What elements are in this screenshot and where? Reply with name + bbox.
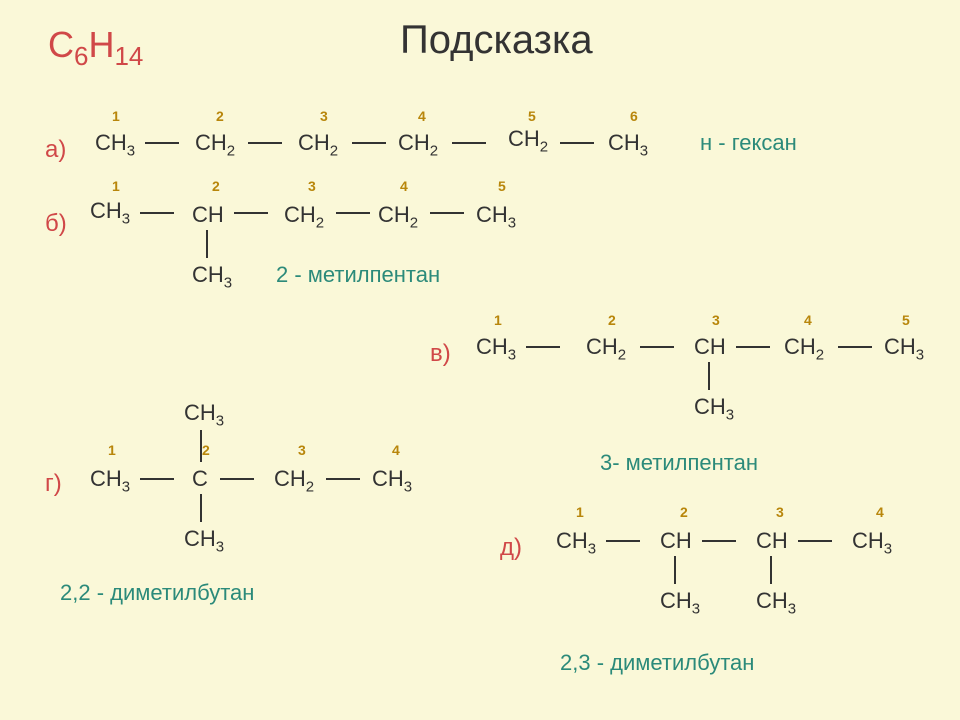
num-b-3: 3 bbox=[308, 178, 316, 194]
num-e-3: 3 bbox=[776, 504, 784, 520]
frag-b-3: CH2 bbox=[284, 202, 324, 231]
num-a-1: 1 bbox=[112, 108, 120, 124]
bond-d-vtop bbox=[200, 430, 202, 462]
bond-a-5 bbox=[560, 142, 594, 144]
bond-c-1 bbox=[526, 346, 560, 348]
frag-d-top: CH3 bbox=[184, 400, 224, 429]
frag-c-5: CH3 bbox=[884, 334, 924, 363]
frag-d-1: CH3 bbox=[90, 466, 130, 495]
num-e-4: 4 bbox=[876, 504, 884, 520]
frag-b-5: CH3 bbox=[476, 202, 516, 231]
num-b-5: 5 bbox=[498, 178, 506, 194]
bond-c-v bbox=[708, 362, 710, 390]
letter-e: д) bbox=[500, 534, 522, 562]
bond-c-2 bbox=[640, 346, 674, 348]
num-d-2: 2 bbox=[202, 442, 210, 458]
bond-a-1 bbox=[145, 142, 179, 144]
frag-e-3: CH bbox=[756, 528, 788, 557]
bond-d-3 bbox=[326, 478, 360, 480]
formula-H-sub: 14 bbox=[114, 41, 143, 71]
letter-c: в) bbox=[430, 340, 451, 368]
frag-a-3: CH2 bbox=[298, 130, 338, 159]
name-b: 2 - метилпентан bbox=[276, 262, 440, 288]
frag-c-3: CH bbox=[694, 334, 726, 363]
bond-a-3 bbox=[352, 142, 386, 144]
bond-b-4 bbox=[430, 212, 464, 214]
bond-d-2 bbox=[220, 478, 254, 480]
num-d-1: 1 bbox=[108, 442, 116, 458]
molecular-formula: C6H14 bbox=[48, 24, 143, 72]
frag-d-3: CH2 bbox=[274, 466, 314, 495]
num-b-4: 4 bbox=[400, 178, 408, 194]
frag-c-1: CH3 bbox=[476, 334, 516, 363]
frag-c-2: CH2 bbox=[586, 334, 626, 363]
bond-d-1 bbox=[140, 478, 174, 480]
bond-a-2 bbox=[248, 142, 282, 144]
frag-d-bot: CH3 bbox=[184, 526, 224, 555]
bond-e-v2 bbox=[770, 556, 772, 584]
num-a-4: 4 bbox=[418, 108, 426, 124]
frag-a-1: CH3 bbox=[95, 130, 135, 159]
num-c-5: 5 bbox=[902, 312, 910, 328]
bond-b-3 bbox=[336, 212, 370, 214]
frag-c-branch: CH3 bbox=[694, 394, 734, 423]
num-c-3: 3 bbox=[712, 312, 720, 328]
num-d-3: 3 bbox=[298, 442, 306, 458]
frag-e-b3: CH3 bbox=[756, 588, 796, 617]
frag-d-4: CH3 bbox=[372, 466, 412, 495]
name-a: н - гексан bbox=[700, 130, 797, 156]
letter-b: б) bbox=[45, 210, 67, 238]
num-b-1: 1 bbox=[112, 178, 120, 194]
page-title: Подсказка bbox=[400, 18, 593, 63]
bond-d-vbot bbox=[200, 494, 202, 522]
bond-e-3 bbox=[798, 540, 832, 542]
num-a-2: 2 bbox=[216, 108, 224, 124]
frag-e-2: CH bbox=[660, 528, 692, 557]
formula-H: H bbox=[88, 24, 114, 65]
bond-e-1 bbox=[606, 540, 640, 542]
frag-e-b2: CH3 bbox=[660, 588, 700, 617]
name-d: 2,2 - диметилбутан bbox=[60, 580, 254, 606]
num-a-6: 6 bbox=[630, 108, 638, 124]
formula-C-sub: 6 bbox=[74, 41, 88, 71]
num-c-1: 1 bbox=[494, 312, 502, 328]
name-c: 3- метилпентан bbox=[600, 450, 758, 476]
frag-a-5: CH2 bbox=[508, 126, 548, 155]
frag-e-4: CH3 bbox=[852, 528, 892, 557]
frag-e-1: CH3 bbox=[556, 528, 596, 557]
frag-a-6: CH3 bbox=[608, 130, 648, 159]
num-c-2: 2 bbox=[608, 312, 616, 328]
frag-b-branch: CH3 bbox=[192, 262, 232, 291]
bond-e-v1 bbox=[674, 556, 676, 584]
formula-C: C bbox=[48, 24, 74, 65]
letter-d: г) bbox=[45, 470, 62, 498]
bond-a-4 bbox=[452, 142, 486, 144]
num-e-1: 1 bbox=[576, 504, 584, 520]
frag-b-2: CH bbox=[192, 202, 224, 231]
frag-b-4: CH2 bbox=[378, 202, 418, 231]
num-b-2: 2 bbox=[212, 178, 220, 194]
bond-b-2 bbox=[234, 212, 268, 214]
letter-a: а) bbox=[45, 136, 66, 164]
num-c-4: 4 bbox=[804, 312, 812, 328]
num-d-4: 4 bbox=[392, 442, 400, 458]
num-a-5: 5 bbox=[528, 108, 536, 124]
frag-d-2: C bbox=[192, 466, 208, 495]
bond-c-4 bbox=[838, 346, 872, 348]
bond-c-3 bbox=[736, 346, 770, 348]
frag-a-2: CH2 bbox=[195, 130, 235, 159]
num-e-2: 2 bbox=[680, 504, 688, 520]
name-e: 2,3 - диметилбутан bbox=[560, 650, 754, 676]
frag-c-4: CH2 bbox=[784, 334, 824, 363]
num-a-3: 3 bbox=[320, 108, 328, 124]
bond-e-2 bbox=[702, 540, 736, 542]
frag-a-4: CH2 bbox=[398, 130, 438, 159]
frag-b-1: CH3 bbox=[90, 198, 130, 227]
bond-b-1 bbox=[140, 212, 174, 214]
bond-b-v bbox=[206, 230, 208, 258]
